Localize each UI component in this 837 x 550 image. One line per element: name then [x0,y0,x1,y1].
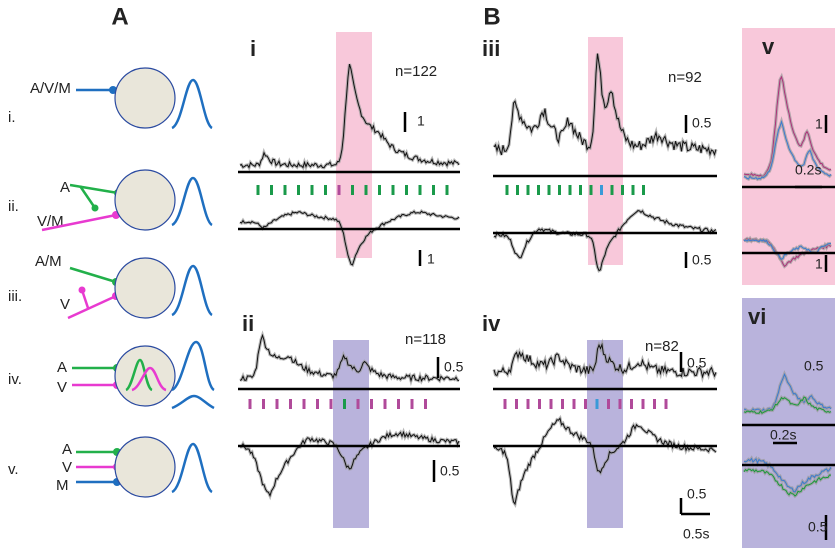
subpanel-label: ii [242,311,254,336]
trace [239,333,460,383]
scale-label: 0.5 [804,358,824,374]
highlight-bands [333,28,835,548]
scale-label: 1 [815,116,823,132]
panel-b: B i n=122 1 1 ii n=118 0.5 0.5 iii n=92 … [242,3,828,541]
scale-label: 1 [815,256,823,272]
input-label: A [62,441,72,458]
scale-label: 0.5 [692,115,712,131]
input-label: V [57,379,67,396]
row-numeral: iii. [8,288,22,305]
trace [493,210,717,272]
trace [493,342,717,379]
n-label: n=122 [395,63,437,80]
trace [743,457,832,493]
trace [743,396,832,415]
row-numeral: v. [8,461,19,478]
scale-label: 0.5 [687,355,707,371]
row-numeral: iv. [8,371,22,388]
input-label: M [56,477,69,494]
scale-label: 0.5 [440,463,460,479]
scale-label: 1 [417,113,425,129]
scale-label: 0.5 [444,359,464,375]
input-label: A [60,179,70,196]
trace [743,468,832,497]
subpanel-label: i [250,36,256,61]
input-label: V [60,296,70,313]
scale-label: 0.5 [808,519,828,535]
traces [238,53,835,540]
row-numeral: i. [8,109,16,126]
trace [743,372,832,413]
input-label: A/M [35,253,62,270]
scale-label: 0.5 [692,252,712,268]
subpanel-label: iv [482,311,501,336]
scale-label: 0.5 [687,486,707,502]
scale-label: 0.2s [770,427,796,443]
scale-label: 0.2s [795,162,821,178]
subpanel-label: vi [748,304,766,329]
scale-label: 1 [427,251,435,267]
input-label: A/V/M [30,80,71,97]
panel-label: A [111,3,128,30]
n-label: n=82 [645,338,679,355]
row-numeral: ii. [8,198,19,215]
trace [743,75,832,177]
subpanel-label: v [762,34,775,59]
panel-a: A i. A/V/M ii. A V/M iii. A/M V iv. A V … [8,3,215,498]
trace [743,119,832,180]
scale-label: 0.5s [683,526,709,542]
n-label: n=92 [668,69,702,86]
trace [239,210,460,266]
trace [493,53,717,157]
panel-label: B [483,3,500,30]
n-label: n=118 [405,331,446,348]
input-label: A [57,359,67,376]
input-label: V [62,459,72,476]
trace [239,63,460,169]
trace [240,430,460,498]
subpanel-label: iii [482,36,500,61]
